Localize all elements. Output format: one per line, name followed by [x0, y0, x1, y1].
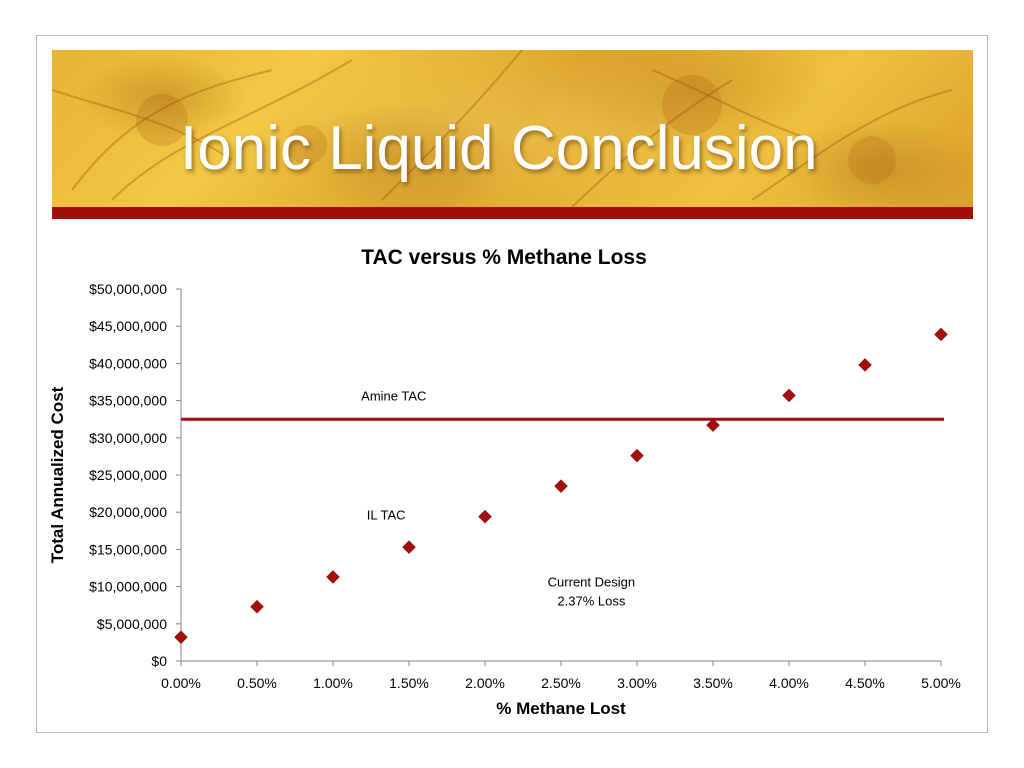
y-tick-label: $0: [151, 653, 167, 669]
data-point: [858, 358, 872, 372]
x-tick-label: 4.50%: [845, 675, 885, 691]
chart-annotation: IL TAC: [367, 508, 406, 523]
x-tick-label: 5.00%: [921, 675, 961, 691]
y-tick-label: $20,000,000: [89, 504, 167, 520]
chart-annotation: Current Design: [548, 575, 635, 590]
title-accent-bar: [52, 207, 973, 219]
x-tick-label: 0.50%: [237, 675, 277, 691]
data-point: [478, 509, 492, 524]
y-tick-label: $25,000,000: [89, 467, 167, 483]
y-tick-label: $15,000,000: [89, 541, 167, 557]
chart-annotation: Amine TAC: [361, 389, 426, 404]
title-banner: [52, 50, 973, 207]
banner-texture: [52, 50, 953, 207]
y-axis-title: Total Annualized Cost: [48, 386, 67, 563]
data-point: [250, 599, 264, 614]
y-tick-label: $5,000,000: [97, 616, 167, 632]
y-tick-label: $45,000,000: [89, 318, 167, 334]
y-tick-label: $35,000,000: [89, 393, 167, 409]
x-tick-label: 1.50%: [389, 675, 429, 691]
chart-title: TAC versus % Methane Loss: [361, 246, 647, 269]
data-point: [326, 570, 340, 584]
data-point: [402, 540, 416, 555]
slide-title: Ionic Liquid Conclusion: [180, 114, 818, 183]
data-point: [706, 418, 720, 433]
y-tick-label: $30,000,000: [89, 430, 167, 446]
x-tick-label: 3.50%: [693, 675, 733, 691]
data-point: [630, 448, 644, 463]
y-tick-label: $10,000,000: [89, 579, 167, 595]
x-tick-label: 4.00%: [769, 675, 809, 691]
data-point: [782, 388, 796, 403]
x-tick-label: 2.00%: [465, 675, 505, 691]
x-tick-label: 1.00%: [313, 675, 353, 691]
data-point: [554, 479, 568, 494]
chart-annotation: 2.37% Loss: [557, 594, 625, 609]
x-tick-label: 0.00%: [161, 675, 201, 691]
y-tick-label: $50,000,000: [89, 281, 167, 297]
data-point: [174, 630, 188, 645]
data-point: [934, 327, 948, 342]
x-tick-label: 3.00%: [617, 675, 657, 691]
x-axis-title: % Methane Lost: [496, 699, 626, 718]
x-tick-label: 2.50%: [541, 675, 581, 691]
y-tick-label: $40,000,000: [89, 355, 167, 371]
